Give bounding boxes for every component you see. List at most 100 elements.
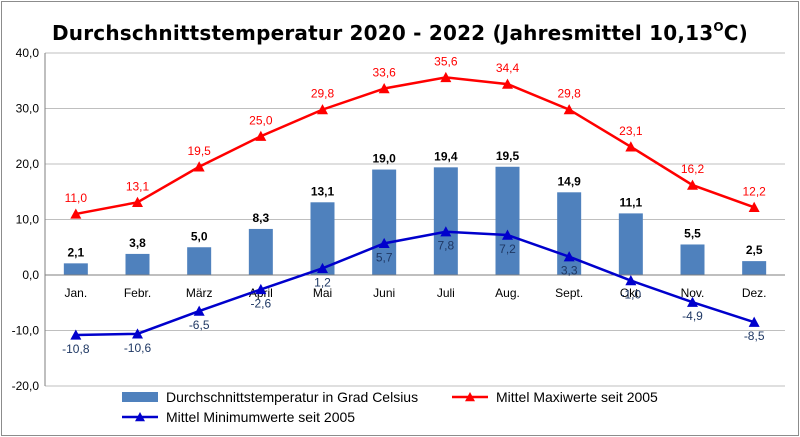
y-tick-label: 10,0 xyxy=(16,213,40,227)
x-tick-label: Mai xyxy=(313,286,332,300)
max-series-marker xyxy=(317,104,328,115)
min-series-marker xyxy=(748,316,760,327)
min-series-data-label: 7,2 xyxy=(499,242,516,256)
min-series-marker xyxy=(502,229,513,240)
min-series-marker xyxy=(563,251,575,262)
x-tick-label: Jan. xyxy=(64,286,87,300)
min-series-data-label: 7,8 xyxy=(437,239,454,253)
bar-data-label: 2,1 xyxy=(67,245,84,259)
max-series-data-label: 25,0 xyxy=(249,113,273,127)
x-tick-label: Febr. xyxy=(124,286,151,300)
max-series-data-label: 13,1 xyxy=(126,179,150,193)
bar-data-label: 5,5 xyxy=(684,226,701,240)
bar-data-label: 8,3 xyxy=(252,211,269,225)
bar-data-label: 14,9 xyxy=(557,174,581,188)
chart-title: Durchschnittstemperatur 2020 - 2022 (Jah… xyxy=(0,20,800,45)
x-tick-label: Dez. xyxy=(742,286,767,300)
max-series-marker xyxy=(502,78,513,89)
chart-title-text: Durchschnittstemperatur 2020 - 2022 (Jah… xyxy=(52,21,714,45)
x-tick-label: März xyxy=(186,286,213,300)
max-series-marker xyxy=(687,179,698,190)
bar xyxy=(433,167,458,275)
chart-title-tail: C) xyxy=(723,21,748,45)
chart-title-superscript: O xyxy=(713,20,724,34)
bar xyxy=(557,192,582,275)
bar xyxy=(618,213,643,275)
bar xyxy=(742,261,767,275)
min-series-data-label: 5,7 xyxy=(376,250,393,264)
min-series-data-label: -8,5 xyxy=(744,329,765,343)
legend-label: Mittel Maxiwerte seit 2005 xyxy=(496,389,658,405)
y-tick-label: 0,0 xyxy=(22,268,39,282)
legend-swatch xyxy=(122,392,158,402)
min-series-marker xyxy=(625,275,637,286)
min-series-marker xyxy=(193,305,205,316)
max-series-marker xyxy=(378,83,390,94)
max-series-data-label: 19,5 xyxy=(187,144,211,158)
bar xyxy=(187,247,212,275)
max-series-data-label: 35,6 xyxy=(434,54,458,68)
min-series-data-label: 1,2 xyxy=(314,275,331,289)
max-series-marker xyxy=(132,196,143,207)
max-series-data-label: 33,6 xyxy=(372,66,396,80)
min-series-marker xyxy=(255,283,267,295)
min-series-marker xyxy=(440,226,452,237)
bar xyxy=(372,169,397,275)
min-series-data-label: -1,0 xyxy=(620,288,641,302)
x-tick-label: Juni xyxy=(373,286,395,300)
min-series-data-label: -10,6 xyxy=(124,341,152,355)
legend-label: Durchschnittstemperatur in Grad Celsius xyxy=(166,389,418,405)
min-series-marker xyxy=(317,262,328,274)
min-series-data-label: -6,5 xyxy=(189,318,210,332)
bar-data-label: 3,8 xyxy=(129,236,146,250)
max-series-marker xyxy=(193,161,205,172)
min-series-line xyxy=(75,230,755,337)
max-series-marker xyxy=(625,141,637,152)
max-series-data-label: 23,1 xyxy=(619,124,643,138)
x-tick-label: Nov. xyxy=(681,286,705,300)
min-series-marker xyxy=(132,328,143,339)
min-series-marker xyxy=(378,237,390,249)
legend-label: Mittel Minimumwerte seit 2005 xyxy=(166,409,355,425)
x-tick-label: Juli xyxy=(437,286,455,300)
legend-swatch-marker xyxy=(465,392,475,402)
y-tick-label: -20,0 xyxy=(12,379,40,393)
min-series-data-label: 3,3 xyxy=(561,264,578,278)
y-tick-label: -10,0 xyxy=(12,324,40,338)
bar xyxy=(125,253,150,275)
min-series-marker xyxy=(687,296,698,307)
min-series-data-label: -2,6 xyxy=(250,296,271,310)
bar-data-label: 13,1 xyxy=(311,184,335,198)
y-tick-label: 30,0 xyxy=(16,102,40,116)
max-series-data-label: 11,0 xyxy=(65,191,88,205)
x-tick-label: Aug. xyxy=(495,286,520,300)
y-tick-label: 20,0 xyxy=(16,157,40,171)
max-series-marker xyxy=(70,208,82,219)
bar-data-label: 19,5 xyxy=(496,149,520,163)
min-series-marker xyxy=(70,329,82,340)
bar-data-label: 2,5 xyxy=(746,243,763,257)
bar xyxy=(680,244,705,275)
bar-data-label: 5,0 xyxy=(191,229,208,243)
x-tick-label: Sept. xyxy=(555,286,583,300)
max-series-marker xyxy=(440,71,452,83)
max-series-data-label: 12,2 xyxy=(742,184,766,198)
max-series-marker xyxy=(255,130,267,141)
max-series-data-label: 29,8 xyxy=(557,87,581,101)
min-series-data-label: -10,8 xyxy=(62,342,90,356)
legend-swatch-marker xyxy=(135,412,145,422)
bar-data-label: 19,0 xyxy=(372,152,396,166)
max-series-data-label: 16,2 xyxy=(681,162,705,176)
max-series-line xyxy=(75,76,755,216)
bar xyxy=(63,263,88,275)
y-tick-label: 40,0 xyxy=(16,46,40,60)
max-series-marker xyxy=(748,201,760,212)
max-series-data-label: 29,8 xyxy=(311,87,335,101)
bar xyxy=(495,166,520,275)
min-series-data-label: -4,9 xyxy=(682,309,703,323)
x-tick-label: Okt. xyxy=(620,286,642,300)
max-series-data-label: 34,4 xyxy=(496,61,520,75)
max-series-marker xyxy=(563,104,575,115)
